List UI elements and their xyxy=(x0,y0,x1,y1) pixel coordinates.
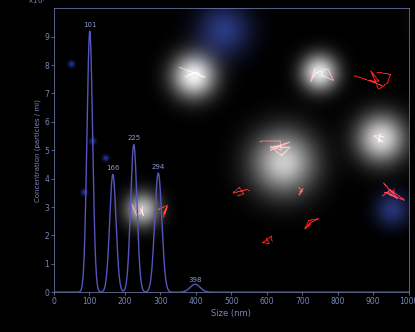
Text: 294: 294 xyxy=(151,164,165,170)
Text: ×10$^7$: ×10$^7$ xyxy=(27,0,47,7)
Y-axis label: Concentration (particles / ml): Concentration (particles / ml) xyxy=(35,99,42,202)
Text: 398: 398 xyxy=(188,277,202,283)
X-axis label: Size (nm): Size (nm) xyxy=(211,309,251,318)
Text: 166: 166 xyxy=(106,165,120,171)
Text: 101: 101 xyxy=(83,22,97,28)
Text: 225: 225 xyxy=(127,135,140,141)
